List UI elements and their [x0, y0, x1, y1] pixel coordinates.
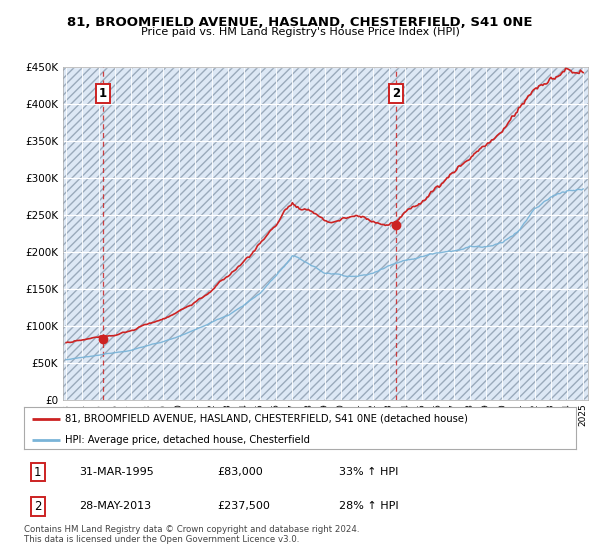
Text: 81, BROOMFIELD AVENUE, HASLAND, CHESTERFIELD, S41 0NE (detached house): 81, BROOMFIELD AVENUE, HASLAND, CHESTERF… — [65, 414, 468, 424]
Text: 1: 1 — [98, 87, 107, 100]
Text: 1: 1 — [34, 465, 41, 479]
Bar — [63, 67, 588, 400]
Text: Price paid vs. HM Land Registry's House Price Index (HPI): Price paid vs. HM Land Registry's House … — [140, 27, 460, 37]
Text: 31-MAR-1995: 31-MAR-1995 — [79, 467, 154, 477]
Text: HPI: Average price, detached house, Chesterfield: HPI: Average price, detached house, Ches… — [65, 435, 310, 445]
Text: 33% ↑ HPI: 33% ↑ HPI — [338, 467, 398, 477]
Text: £83,000: £83,000 — [217, 467, 263, 477]
Text: 28-MAY-2013: 28-MAY-2013 — [79, 501, 151, 511]
Text: £237,500: £237,500 — [217, 501, 270, 511]
Text: Contains HM Land Registry data © Crown copyright and database right 2024.
This d: Contains HM Land Registry data © Crown c… — [24, 525, 359, 544]
Text: 2: 2 — [34, 500, 41, 513]
Text: 81, BROOMFIELD AVENUE, HASLAND, CHESTERFIELD, S41 0NE: 81, BROOMFIELD AVENUE, HASLAND, CHESTERF… — [67, 16, 533, 29]
Text: 28% ↑ HPI: 28% ↑ HPI — [338, 501, 398, 511]
Text: 2: 2 — [392, 87, 400, 100]
